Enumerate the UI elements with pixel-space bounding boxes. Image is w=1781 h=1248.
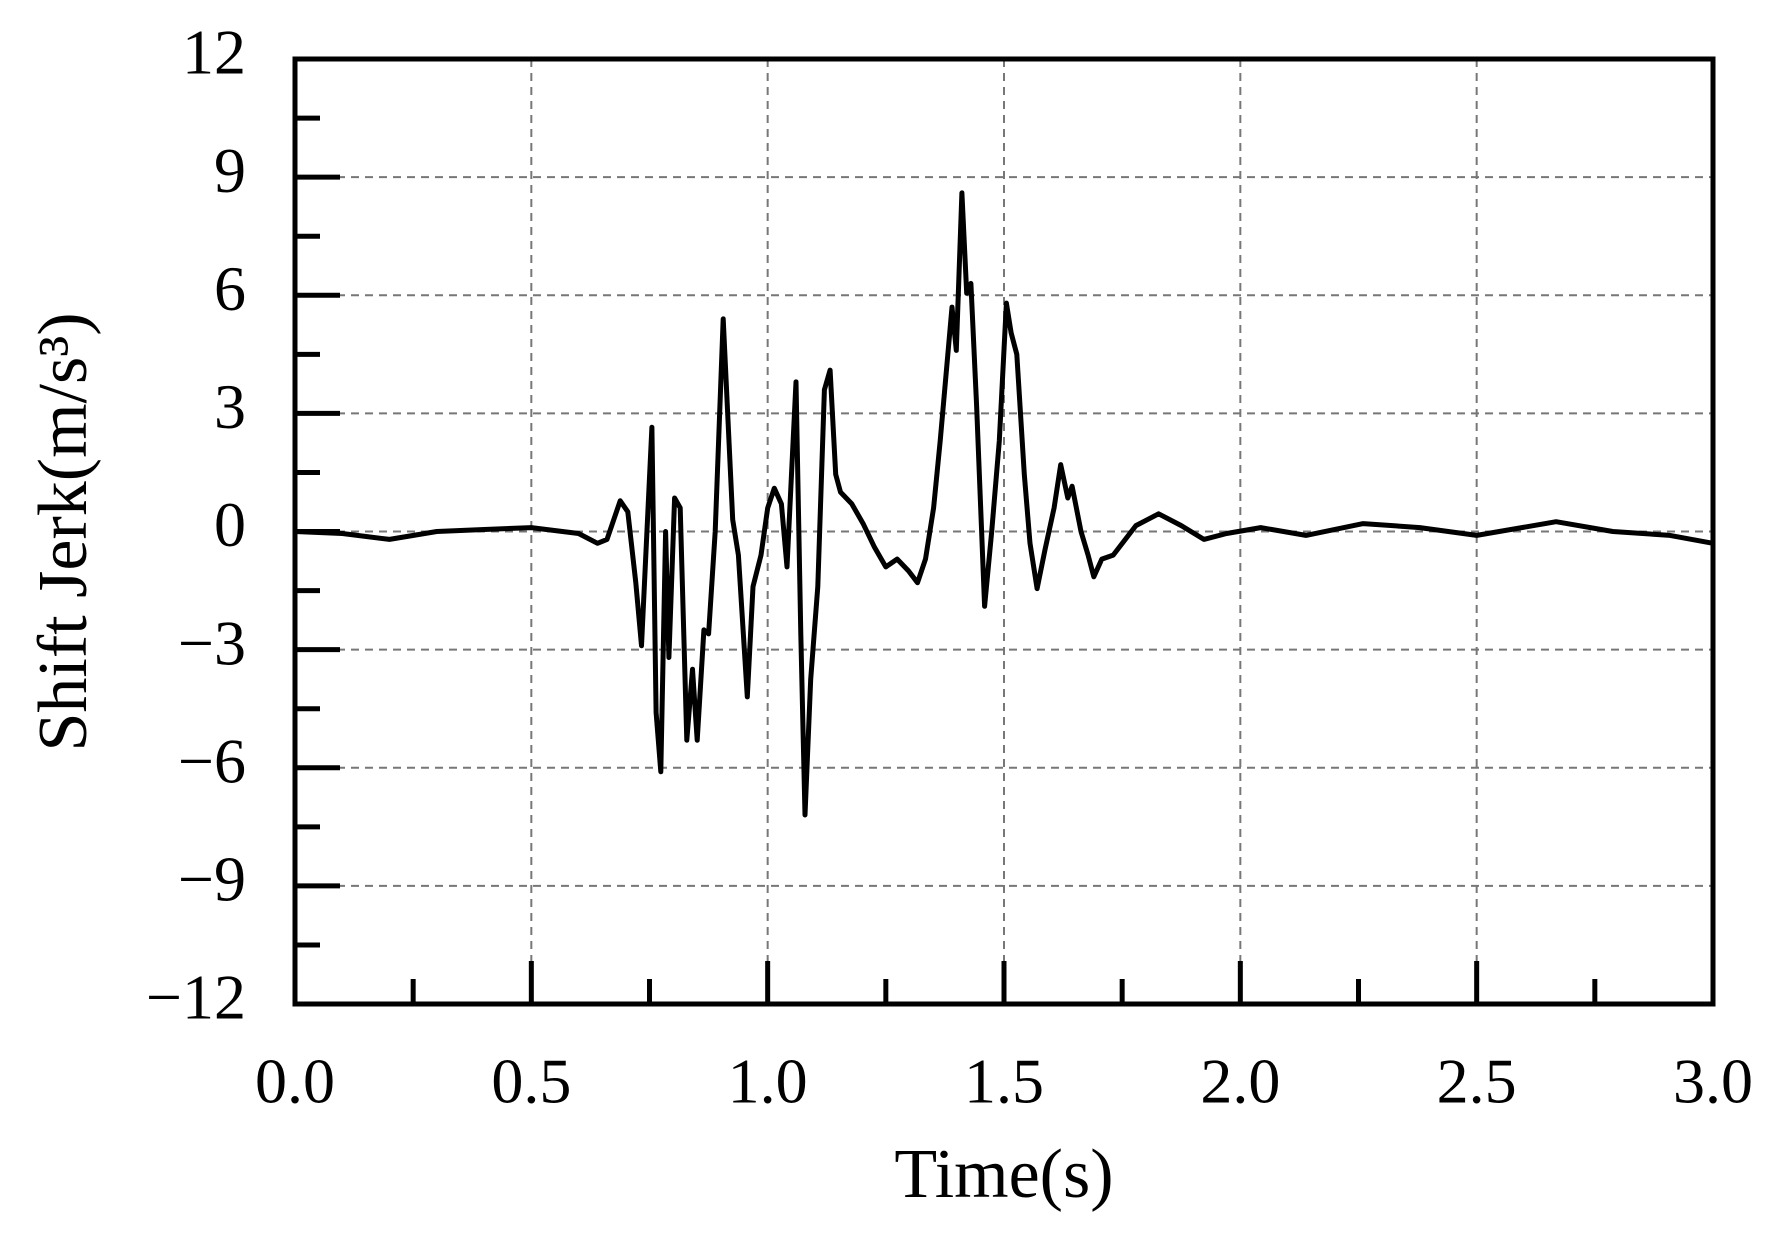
x-tick-label: 3.0 bbox=[1673, 1046, 1753, 1117]
y-tick-label: −6 bbox=[178, 725, 246, 796]
y-tick-label: −9 bbox=[178, 844, 246, 915]
x-tick-label: 2.0 bbox=[1200, 1046, 1280, 1117]
y-tick-label: 9 bbox=[214, 135, 246, 206]
x-tick-label: 1.0 bbox=[728, 1046, 808, 1117]
x-tick-label: 0.0 bbox=[255, 1046, 335, 1117]
y-tick-label: 3 bbox=[214, 371, 246, 442]
y-tick-label: 0 bbox=[214, 489, 246, 560]
x-tick-label: 1.5 bbox=[964, 1046, 1044, 1117]
y-tick-label: 6 bbox=[214, 253, 246, 324]
x-axis-label: Time(s) bbox=[894, 1136, 1113, 1213]
x-tick-label: 0.5 bbox=[491, 1046, 571, 1117]
x-tick-label: 2.5 bbox=[1437, 1046, 1517, 1117]
data-line bbox=[294, 190, 1714, 818]
y-tick-label: 12 bbox=[182, 17, 246, 88]
y-tick-label: −3 bbox=[178, 607, 246, 678]
plot-frame bbox=[292, 56, 1716, 1007]
y-tick-label: −12 bbox=[146, 962, 246, 1033]
y-axis-label: Shift Jerk(m/s³) bbox=[25, 312, 102, 751]
